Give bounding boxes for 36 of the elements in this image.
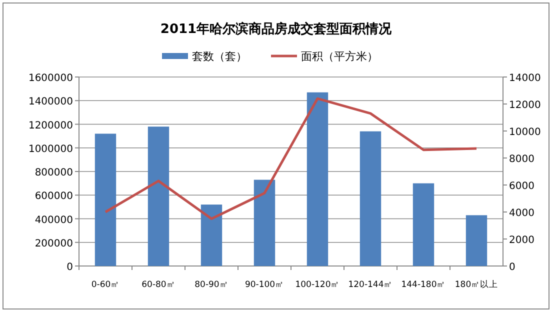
y-tick-label: 1400000 xyxy=(28,96,73,108)
y-tick-label: 1200000 xyxy=(28,120,73,132)
y-tick-label: 0 xyxy=(66,262,73,273)
y2-tick-label: 4000 xyxy=(509,208,534,219)
y-tick-label: 800000 xyxy=(34,168,73,178)
legend-label: 套数（套） xyxy=(192,50,247,63)
y2-tick-label: 0 xyxy=(509,262,516,273)
x-tick-label: 120-144㎡ xyxy=(348,280,393,290)
y-tick-label: 1000000 xyxy=(28,144,73,155)
y2-tick-label: 10000 xyxy=(509,127,541,138)
y-tick-label: 1600000 xyxy=(28,73,73,84)
bar xyxy=(306,92,328,266)
x-tick-label: 180㎡以上 xyxy=(454,279,498,290)
y2-tick-label: 8000 xyxy=(509,154,534,165)
bar xyxy=(254,180,276,266)
bar xyxy=(412,183,434,266)
x-tick-label: 60-80㎡ xyxy=(142,280,176,290)
bar xyxy=(466,215,488,266)
y2-tick-label: 6000 xyxy=(509,181,534,192)
x-tick-label: 0-60㎡ xyxy=(91,280,120,290)
bar xyxy=(148,126,170,266)
y-tick-label: 400000 xyxy=(34,214,73,226)
x-tick-label: 90-100㎡ xyxy=(244,280,284,290)
y2-tick-label: 12000 xyxy=(509,100,541,111)
legend-label: 面积（平方米） xyxy=(301,50,378,63)
y2-tick-label: 2000 xyxy=(509,235,534,246)
bar xyxy=(360,131,382,266)
y-tick-label: 600000 xyxy=(34,191,73,202)
x-tick-label: 80-90㎡ xyxy=(194,280,228,290)
x-tick-label: 144-180㎡ xyxy=(401,280,446,290)
y-tick-label: 200000 xyxy=(34,238,73,250)
x-tick-label: 100-120㎡ xyxy=(295,280,340,290)
y2-tick-label: 14000 xyxy=(509,73,541,84)
chart-title: 2011年哈尔滨商品房成交套型面积情况 xyxy=(160,21,393,37)
bar xyxy=(94,134,116,266)
bar xyxy=(200,204,222,266)
